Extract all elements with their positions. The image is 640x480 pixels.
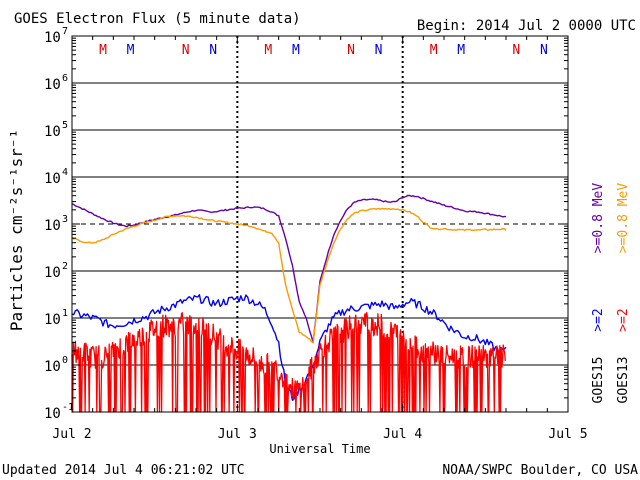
y-tick-exponent: 3 (62, 214, 68, 225)
y-tick-base: 10 (44, 77, 61, 93)
legend-entry: >=0.8 MeV (616, 183, 631, 254)
x-tick-label: Jul 5 (548, 427, 587, 442)
y-axis-label: Particles cm⁻²s⁻¹sr⁻¹ (7, 129, 26, 331)
x-axis-label: Universal Time (269, 442, 370, 456)
y-tick-exponent: 4 (62, 167, 68, 178)
x-tick-label: Jul 4 (383, 427, 422, 442)
y-tick-exponent: 1 (62, 308, 68, 319)
y-tick-exponent: -1 (62, 402, 74, 413)
legend-entry: >=0.8 MeV (591, 183, 606, 254)
y-tick-base: 10 (44, 312, 61, 328)
y-tick-exponent: 0 (62, 355, 68, 366)
event-marker: M (457, 43, 465, 58)
updated-timestamp: Updated 2014 Jul 4 06:21:02 UTC (2, 463, 245, 478)
event-marker: M (292, 43, 300, 58)
y-tick-exponent: 2 (62, 261, 68, 272)
y-tick-base: 10 (44, 406, 61, 422)
series-layer (71, 194, 507, 413)
y-tick-exponent: 7 (62, 26, 68, 37)
event-marker: N (182, 43, 190, 58)
grid-layer (72, 82, 568, 366)
series-line (71, 312, 506, 413)
begin-label: Begin: 2014 Jul 2 0000 UTC (417, 18, 636, 34)
x-tick-label: Jul 2 (52, 427, 91, 442)
satellite-label: GOES13 (616, 357, 631, 404)
legend-entry: >=2 (616, 308, 631, 331)
y-tick-base: 10 (44, 359, 61, 375)
legend: >=2 >=0.8 MeV GOES15 >=2 >=0.8 MeV GOES13 (591, 183, 631, 404)
event-marker: N (512, 43, 520, 58)
data-source: NOAA/SWPC Boulder, CO USA (442, 463, 638, 478)
event-marker: M (430, 43, 438, 58)
y-tick-base: 10 (44, 171, 61, 187)
event-marker: N (375, 43, 383, 58)
event-marker: N (347, 43, 355, 58)
y-tick-base: 10 (44, 30, 61, 46)
x-tick-label: Jul 3 (218, 427, 257, 442)
x-axis: Jul 2 Jul 3 Jul 4 Jul 5 (52, 36, 588, 442)
satellite-label: GOES15 (591, 357, 606, 404)
event-marker: N (540, 43, 548, 58)
y-tick-base: 10 (44, 124, 61, 140)
chart-title: GOES Electron Flux (5 minute data) (14, 11, 301, 27)
event-marker: M (99, 43, 107, 58)
event-marker: N (209, 43, 217, 58)
y-tick-base: 10 (44, 265, 61, 281)
legend-entry: >=2 (591, 308, 606, 331)
event-marker: M (127, 43, 135, 58)
series-line (71, 207, 507, 344)
event-marker: M (264, 43, 272, 58)
y-tick-exponent: 6 (62, 73, 68, 84)
y-tick-exponent: 5 (62, 120, 68, 131)
y-tick-base: 10 (44, 218, 61, 234)
